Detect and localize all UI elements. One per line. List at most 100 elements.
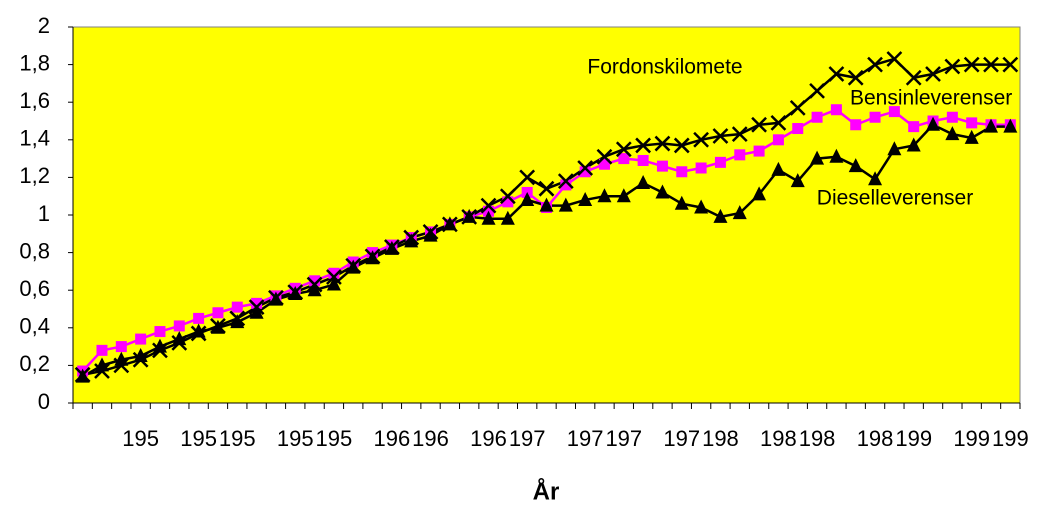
series-label: Fordonskilomete (587, 56, 742, 79)
marker (636, 175, 651, 190)
marker (251, 297, 263, 309)
marker (790, 173, 805, 188)
marker (577, 160, 594, 176)
marker (695, 162, 707, 174)
marker (828, 66, 845, 82)
marker (288, 285, 303, 300)
marker (752, 186, 767, 201)
marker (135, 333, 147, 345)
marker (152, 338, 167, 353)
x-tick-label: 196 (412, 426, 449, 451)
marker (770, 114, 787, 131)
marker (133, 348, 148, 362)
marker (655, 184, 670, 199)
marker (868, 171, 883, 186)
marker (926, 116, 941, 131)
marker (869, 111, 881, 123)
marker (328, 267, 340, 279)
marker (615, 141, 632, 158)
marker (462, 208, 477, 223)
marker (423, 227, 438, 242)
marker (771, 161, 786, 176)
marker (674, 195, 689, 210)
marker (792, 123, 804, 135)
x-tick-label: 197 (663, 426, 700, 451)
marker (75, 368, 90, 383)
marker (925, 66, 941, 82)
marker (734, 149, 746, 161)
marker (966, 117, 978, 129)
marker (772, 134, 784, 146)
marker (596, 148, 613, 165)
marker (539, 197, 554, 212)
marker (635, 137, 652, 154)
x-tick-label: 198 (702, 426, 739, 451)
marker (560, 179, 572, 191)
x-tick-label: 195 (180, 426, 217, 451)
marker (442, 216, 457, 231)
marker (598, 158, 610, 170)
x-tick-label: 198 (799, 426, 836, 451)
marker (230, 314, 245, 329)
marker (905, 69, 922, 86)
y-tick-label: 1,4 (19, 126, 50, 151)
x-tick-label: 198 (857, 426, 894, 451)
marker (579, 166, 591, 178)
marker (964, 129, 979, 144)
marker (946, 111, 958, 123)
marker (191, 323, 206, 338)
marker (94, 357, 109, 372)
marker (309, 275, 321, 287)
y-tick-label: 0 (38, 389, 50, 414)
marker (867, 56, 883, 73)
x-tick-label: 196 (374, 426, 411, 451)
marker (193, 312, 205, 324)
x-axis-title: År (533, 477, 560, 505)
marker (810, 150, 825, 165)
marker (96, 344, 108, 356)
marker (944, 58, 961, 75)
marker (829, 148, 844, 163)
marker (888, 106, 900, 118)
marker (751, 116, 767, 133)
marker (520, 191, 535, 206)
marker (616, 188, 631, 203)
marker (656, 160, 668, 172)
marker (519, 169, 536, 186)
marker (326, 276, 341, 291)
marker (984, 118, 999, 133)
marker (558, 197, 573, 212)
marker (830, 104, 842, 116)
marker (231, 301, 243, 313)
marker (268, 291, 283, 306)
marker (154, 326, 166, 338)
marker (210, 319, 225, 334)
x-tick-label: 195 (277, 426, 314, 451)
y-tick-label: 0,2 (19, 351, 50, 376)
marker (365, 250, 380, 265)
marker (249, 304, 264, 319)
marker (480, 197, 497, 214)
marker (848, 158, 863, 173)
marker (906, 137, 921, 152)
marker (693, 131, 709, 148)
marker (481, 210, 496, 225)
marker (618, 153, 630, 165)
x-tick-label: 195 (122, 426, 159, 451)
y-tick-label: 1,2 (19, 163, 50, 188)
x-tick-label: 197 (509, 426, 546, 451)
y-tick-label: 0,4 (19, 314, 50, 339)
marker (578, 191, 593, 206)
marker (731, 126, 748, 143)
x-tick-label: 198 (760, 426, 797, 451)
y-tick-label: 1 (38, 201, 50, 226)
marker (115, 341, 127, 353)
x-tick-label: 196 (470, 426, 507, 451)
marker (1003, 118, 1018, 133)
marker (694, 199, 709, 214)
marker (499, 188, 516, 205)
y-tick-label: 0,6 (19, 276, 50, 301)
marker (1002, 56, 1019, 73)
x-tick-label: 199 (895, 426, 932, 451)
